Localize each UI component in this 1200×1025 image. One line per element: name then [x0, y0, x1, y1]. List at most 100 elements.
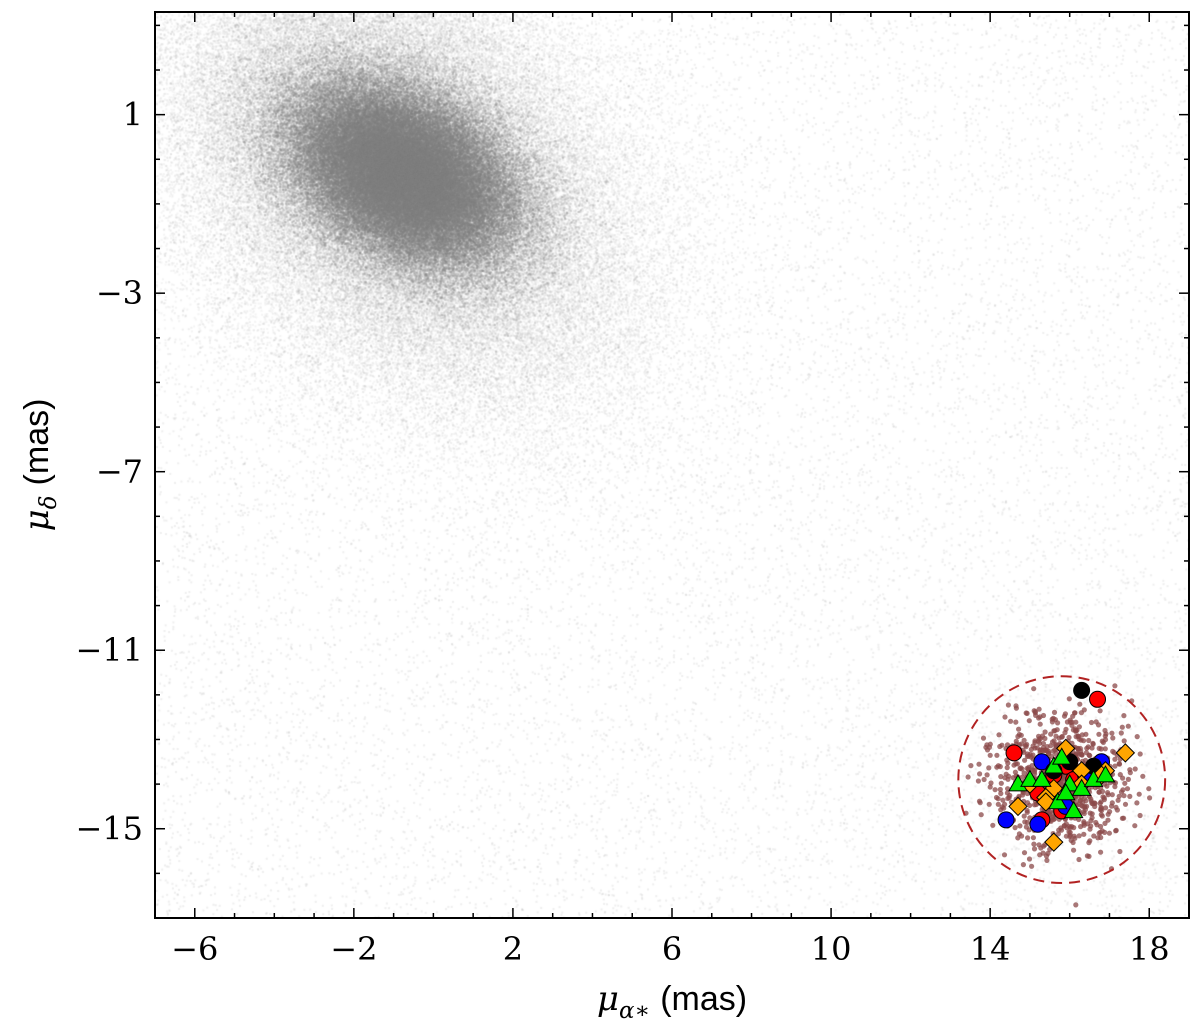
series-marker-triangle: [1020, 769, 1040, 787]
selection-circle-outline: [957, 675, 1167, 885]
cluster-member-point: [1119, 724, 1125, 730]
cluster-member-point: [1023, 710, 1029, 716]
cluster-member-point: [1061, 823, 1067, 829]
cluster-member-point: [1053, 741, 1059, 748]
cluster-member-point: [1005, 786, 1011, 792]
cluster-member-point: [996, 732, 1002, 738]
cluster-member-point: [1121, 738, 1127, 744]
cluster-member-point: [1045, 850, 1051, 857]
cluster-member-point: [1112, 784, 1118, 790]
cluster-member-point: [987, 784, 993, 790]
series-markers: [997, 681, 1136, 852]
series-marker-triangle: [1071, 778, 1092, 796]
cluster-member-point: [1079, 732, 1085, 738]
cluster-member-point: [1044, 857, 1050, 864]
cluster-member-point: [1013, 705, 1020, 711]
cluster-member-point: [1050, 748, 1056, 754]
cluster-member-point: [1105, 817, 1111, 823]
cluster-member-point: [1040, 740, 1046, 747]
cluster-member-point: [1023, 744, 1029, 750]
cluster-member-point: [1010, 775, 1016, 781]
cluster-member-point: [965, 774, 971, 780]
cluster-member-point: [981, 776, 987, 783]
cluster-member-point: [1100, 739, 1106, 746]
cluster-member-point: [1071, 825, 1077, 831]
cluster-member-point: [990, 822, 996, 828]
series-marker-triangle: [1055, 783, 1076, 801]
series-marker-circle: [1073, 681, 1091, 699]
cluster-member-point: [1053, 733, 1059, 739]
cluster-member-point: [1097, 829, 1103, 836]
cluster-member-point: [995, 801, 1001, 807]
cluster-member-point: [980, 735, 987, 741]
selection-circle: [957, 675, 1167, 885]
cluster-member-point: [1105, 790, 1111, 796]
cluster-member-point: [1026, 827, 1032, 833]
cluster-member-point: [1081, 822, 1087, 828]
cluster-member-point: [978, 812, 984, 818]
cluster-member-point: [1081, 831, 1087, 837]
cluster-member-point: [1002, 714, 1008, 720]
cluster-member-point: [1021, 770, 1027, 776]
cluster-member-point: [1016, 726, 1022, 732]
cluster-member-point: [1109, 792, 1115, 798]
cluster-member-point: [1084, 853, 1090, 859]
cluster-member-point: [1137, 751, 1143, 757]
cluster-member-point: [1055, 720, 1061, 726]
cluster-member-point: [1076, 751, 1082, 757]
cluster-member-point: [1125, 723, 1131, 729]
cluster-member-point: [1026, 718, 1032, 724]
cluster-member-point: [1102, 733, 1108, 739]
cluster-member-point: [1112, 756, 1118, 762]
cluster-member-point: [1067, 719, 1074, 726]
cluster-member-point: [1001, 852, 1008, 858]
y-tick-label: −11: [75, 631, 143, 669]
cluster-member-point: [1113, 827, 1119, 834]
cluster-member-point: [1073, 719, 1079, 725]
cluster-member-point: [1019, 774, 1025, 780]
cluster-member-point: [1077, 798, 1083, 804]
cluster-member-point: [992, 787, 998, 793]
cluster-member-point: [1016, 831, 1023, 837]
cluster-member-point: [1081, 810, 1087, 817]
cluster-member-point: [1090, 740, 1096, 746]
cluster-member-point: [1117, 772, 1123, 778]
cluster-member-point: [1000, 797, 1006, 803]
cluster-member-point: [1017, 765, 1023, 772]
cluster-member-point: [1121, 793, 1127, 799]
cluster-member-point: [1146, 786, 1152, 792]
cluster-member-point: [1095, 722, 1102, 728]
cluster-member-point: [1012, 825, 1018, 831]
cluster-member-point: [1110, 748, 1116, 755]
cluster-member-point: [1031, 686, 1037, 692]
cluster-member-point: [1134, 800, 1140, 806]
cluster-member-point: [1056, 827, 1062, 833]
y-axis-label: μδ (mas): [17, 399, 62, 532]
cluster-member-point: [1031, 771, 1038, 777]
cluster-member-point: [994, 752, 1000, 758]
cluster-member-point: [1036, 706, 1042, 712]
cluster-member-point: [1030, 835, 1036, 841]
cluster-member-point: [1140, 773, 1146, 779]
cluster-member-point: [1075, 745, 1081, 751]
cluster-member-point: [1087, 810, 1093, 816]
cluster-member-point: [1055, 831, 1061, 837]
cluster-member-point: [988, 780, 994, 786]
cluster-member-point: [1107, 809, 1113, 815]
cluster-member-point: [1017, 823, 1023, 829]
cluster-member-point: [1020, 862, 1026, 868]
cluster-member-point: [1004, 765, 1010, 771]
cluster-member-point: [1005, 760, 1011, 766]
cluster-member-point: [1086, 737, 1092, 744]
cluster-member-point: [1124, 786, 1131, 792]
cluster-member-point: [1033, 712, 1039, 719]
cluster-member-point: [1051, 709, 1058, 716]
cluster-member-point: [1022, 819, 1028, 825]
x-tick-label: −2: [330, 930, 377, 968]
cluster-member-point: [1021, 737, 1027, 743]
cluster-member-point: [1096, 731, 1102, 737]
cluster-member-point: [997, 786, 1003, 793]
cluster-member-point: [1002, 801, 1008, 807]
cluster-member-point: [1100, 794, 1106, 800]
series-marker-triangle: [1047, 791, 1068, 810]
